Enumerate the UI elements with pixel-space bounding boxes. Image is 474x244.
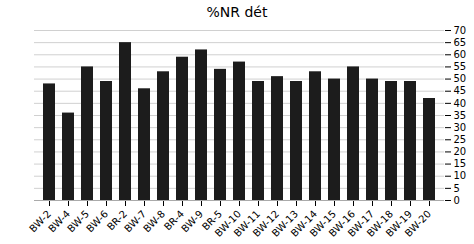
svg-text:BW-5: BW-5	[65, 208, 92, 235]
svg-text:0: 0	[454, 195, 460, 206]
svg-text:BW-8: BW-8	[141, 208, 167, 234]
svg-text:5: 5	[454, 183, 460, 194]
svg-text:45: 45	[454, 85, 467, 96]
svg-text:10: 10	[454, 170, 467, 181]
svg-text:BW-16: BW-16	[326, 208, 358, 239]
svg-text:BW-7: BW-7	[122, 208, 149, 235]
svg-text:BW-6: BW-6	[84, 208, 110, 234]
html-text:%NR dét: %NR dét	[206, 4, 268, 20]
svg-text:40: 40	[454, 98, 467, 109]
svg-text:70: 70	[454, 25, 467, 36]
svg-text:BW-12: BW-12	[250, 208, 282, 239]
svg-text:50: 50	[454, 73, 467, 84]
svg-text:60: 60	[454, 49, 467, 60]
svg-text:BW-14: BW-14	[288, 208, 320, 239]
svg-text:BW-9: BW-9	[179, 208, 205, 234]
svg-text:BW-17: BW-17	[345, 208, 377, 239]
svg-text:25: 25	[454, 134, 467, 145]
svg-text:BR-4: BR-4	[161, 208, 187, 233]
svg-text:BR-2: BR-2	[104, 208, 130, 233]
svg-text:BW-19: BW-19	[383, 208, 415, 239]
svg-text:BW-11: BW-11	[231, 208, 263, 239]
svg-text:BW-2: BW-2	[27, 208, 54, 235]
svg-text:BW-13: BW-13	[269, 208, 301, 239]
svg-text:65: 65	[454, 37, 467, 48]
svg-text:55: 55	[454, 61, 467, 72]
svg-text:30: 30	[454, 122, 467, 133]
svg-text:20: 20	[454, 146, 467, 157]
svg-text:BW-18: BW-18	[364, 208, 396, 239]
svg-text:BW-20: BW-20	[403, 208, 434, 239]
svg-text:15: 15	[454, 158, 467, 169]
svg-text:BR-5: BR-5	[199, 208, 225, 233]
svg-text:35: 35	[454, 110, 467, 121]
svg-text:BW-4: BW-4	[46, 208, 73, 235]
svg-text:BW-15: BW-15	[307, 208, 339, 239]
svg-text:BW-10: BW-10	[212, 208, 244, 239]
